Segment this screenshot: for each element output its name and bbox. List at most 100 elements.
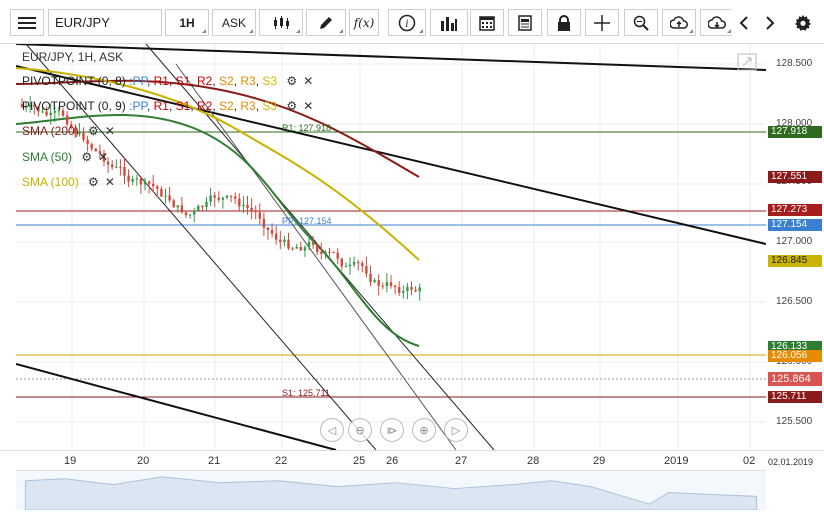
zoom-in-icon: ⊕ xyxy=(419,424,429,437)
candle-body xyxy=(262,218,266,228)
download-button[interactable] xyxy=(700,9,734,36)
legend-pivot-8: PIVOTPOINT (0, 8) :PP, R1, S1, R2, S2, R… xyxy=(22,74,314,88)
legend-pivot-9: PIVOTPOINT (0, 9) :PP, R1, S1, R2, S2, R… xyxy=(22,99,314,113)
menu-button[interactable] xyxy=(10,9,44,36)
news-button[interactable] xyxy=(508,9,542,36)
candle-body xyxy=(119,166,122,168)
lock-button[interactable] xyxy=(547,9,581,36)
settings-button[interactable] xyxy=(790,9,816,36)
close-icon[interactable]: ✕ xyxy=(303,74,314,88)
channel-line xyxy=(175,63,457,450)
x-tick: 27 xyxy=(455,455,468,467)
zoom-out-button[interactable]: ⊖ xyxy=(348,418,372,442)
chart-title: EUR/JPY, 1H, ASK xyxy=(22,50,124,64)
indicator-name: PIVOTPOINT (0, 8) xyxy=(22,74,126,88)
candle-body xyxy=(369,273,372,283)
calendar-icon xyxy=(479,15,495,31)
gear-icon[interactable]: ⚙ xyxy=(88,124,99,138)
expand-icon[interactable] xyxy=(737,53,757,71)
indicators-button[interactable]: f(x) xyxy=(349,9,379,36)
price-type-label: ASK xyxy=(221,15,246,30)
navigator[interactable] xyxy=(16,470,766,510)
info-button[interactable]: i xyxy=(388,9,426,36)
lock-icon xyxy=(558,14,570,31)
pan-right-button[interactable]: ▷ xyxy=(444,418,468,442)
level-s2: S2 xyxy=(219,74,234,88)
candle-body xyxy=(287,239,290,249)
r1-label: R1: 127.918 xyxy=(282,123,332,133)
candle-body xyxy=(266,227,270,230)
reset-button[interactable]: ⧐ xyxy=(380,418,404,442)
candle-body xyxy=(414,289,417,292)
candle-body xyxy=(201,205,204,207)
crosshair-icon xyxy=(594,14,610,31)
symbol-input[interactable]: EUR/JPY xyxy=(48,9,162,36)
candle-body xyxy=(340,258,343,267)
price-tag: 127.154 xyxy=(768,219,822,231)
level-r3: R3 xyxy=(240,99,256,113)
chart-type-button[interactable] xyxy=(259,9,303,36)
gear-icon[interactable]: ⚙ xyxy=(286,74,298,88)
zoom-in-button[interactable]: ⊕ xyxy=(412,418,436,442)
close-icon[interactable]: ✕ xyxy=(303,99,314,113)
candle-body xyxy=(229,195,233,197)
candle-body xyxy=(324,251,327,254)
candle-body xyxy=(225,195,229,198)
candle-body xyxy=(131,178,134,182)
scroll-left-button[interactable] xyxy=(732,9,756,36)
arrow-left-icon: ◁ xyxy=(327,424,337,437)
x-tick: 02 xyxy=(743,455,756,467)
candle-body xyxy=(254,210,257,213)
trend-line xyxy=(16,363,337,450)
candle-body xyxy=(398,287,401,293)
trend-line xyxy=(16,44,766,71)
interval-button[interactable]: 1H xyxy=(165,9,209,36)
price-tag: 127.273 xyxy=(768,204,822,216)
crosshair-button[interactable] xyxy=(585,9,619,36)
cloud-download-icon xyxy=(708,15,726,29)
candle-body xyxy=(180,205,184,213)
pan-left-button[interactable]: ◁ xyxy=(320,418,344,442)
candle-body xyxy=(402,291,405,293)
toolbar: EUR/JPY 1H ASK f(x) i xyxy=(0,0,824,44)
price-chart[interactable] xyxy=(16,44,766,450)
bar-chart-icon xyxy=(441,16,457,31)
level-s2: S2 xyxy=(219,99,234,113)
volume-button[interactable] xyxy=(430,9,468,36)
gear-icon[interactable]: ⚙ xyxy=(88,175,99,189)
price-type-button[interactable]: ASK xyxy=(212,9,256,36)
zoom-button[interactable] xyxy=(624,9,658,36)
close-icon[interactable]: ✕ xyxy=(104,175,115,189)
candle-body xyxy=(344,266,348,268)
calendar-button[interactable] xyxy=(470,9,504,36)
level-pp: :PP xyxy=(129,74,147,88)
price-tag: 125.711 xyxy=(768,391,822,403)
candle-body xyxy=(139,178,143,185)
indicator-name: PIVOTPOINT (0, 9) xyxy=(22,99,126,113)
chevron-left-icon xyxy=(739,15,748,30)
candle-body xyxy=(57,110,61,112)
gear-icon[interactable]: ⚙ xyxy=(81,150,93,164)
candle-body xyxy=(348,264,352,267)
scroll-right-button[interactable] xyxy=(758,9,782,36)
x-tick: 22 xyxy=(275,455,288,467)
candle-body xyxy=(258,212,261,219)
draw-button[interactable] xyxy=(306,9,346,36)
candle-body xyxy=(45,111,48,116)
fx-label: f(x) xyxy=(353,15,375,30)
close-icon[interactable]: ✕ xyxy=(104,124,115,138)
candle-body xyxy=(291,248,294,250)
price-tag: 127.918 xyxy=(768,126,822,138)
candle-body xyxy=(74,127,77,135)
candle-body xyxy=(283,239,286,242)
candle-body xyxy=(361,263,364,267)
level-r2: R2 xyxy=(197,99,213,113)
close-icon[interactable]: ✕ xyxy=(98,150,109,164)
hamburger-icon xyxy=(18,16,36,29)
candle-body xyxy=(160,188,163,197)
candle-body xyxy=(33,104,36,107)
candle-body xyxy=(250,207,253,211)
gear-icon[interactable]: ⚙ xyxy=(286,99,298,113)
candle-body xyxy=(246,204,249,208)
upload-button[interactable] xyxy=(662,9,696,36)
